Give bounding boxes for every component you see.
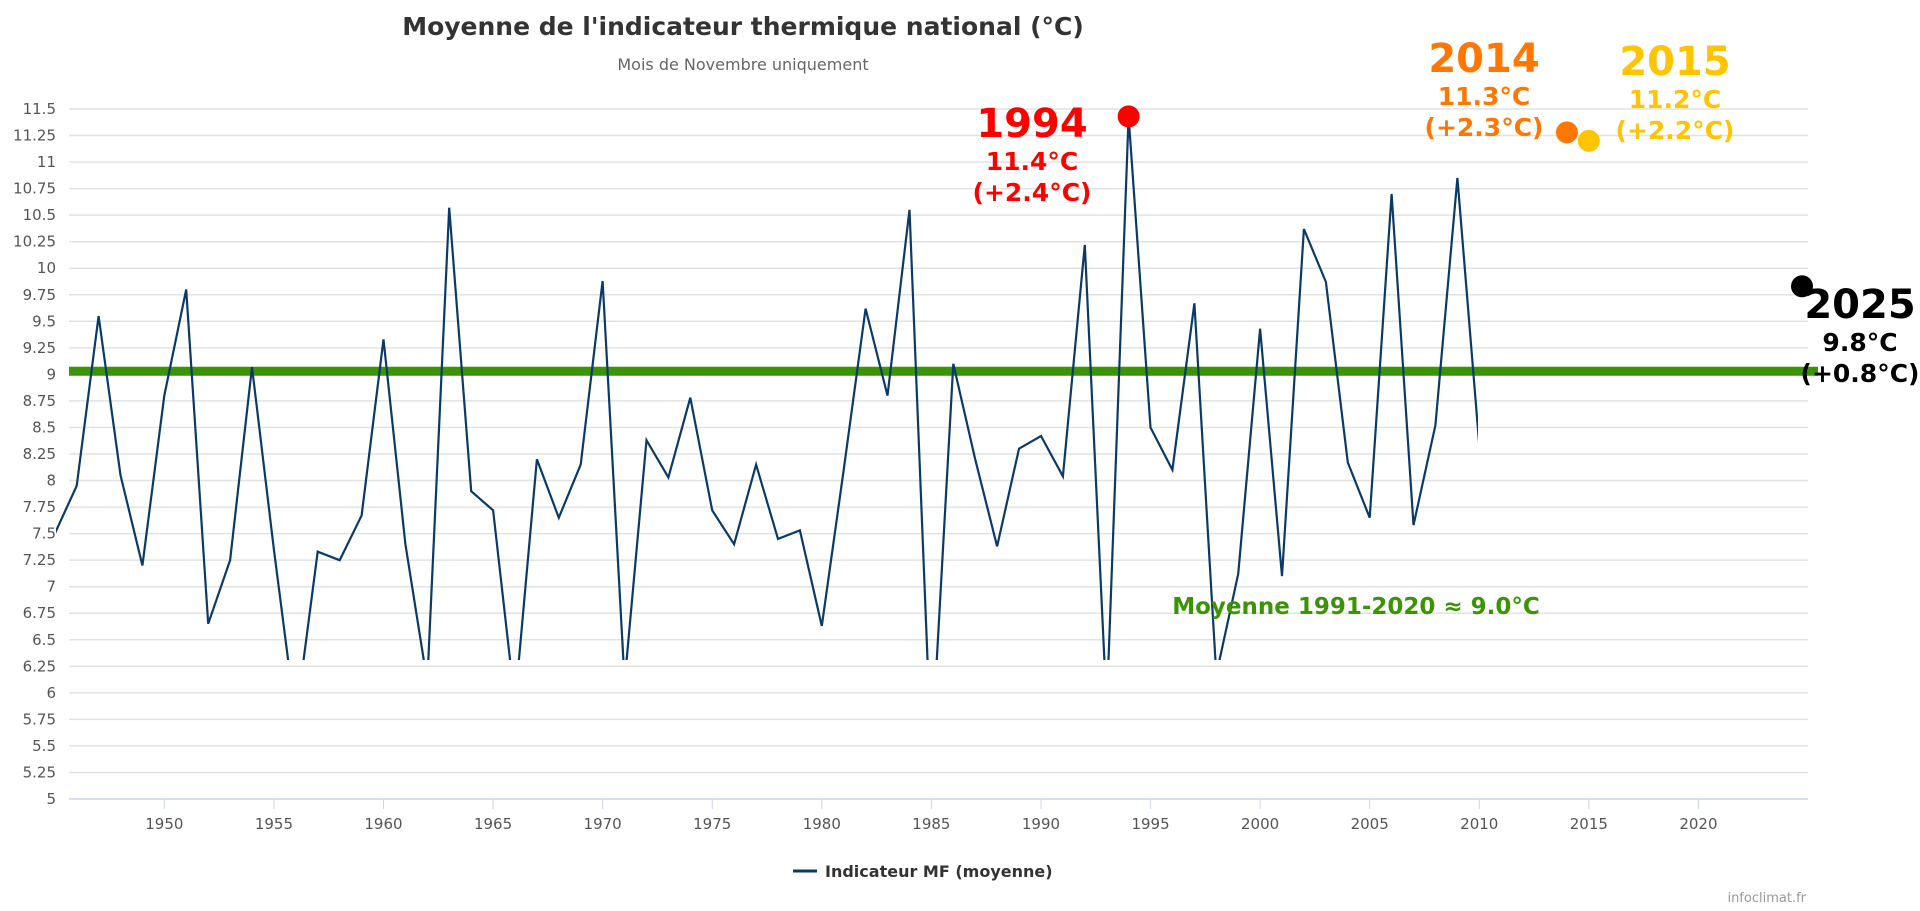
legend[interactable]: Indicateur MF (moyenne) bbox=[793, 862, 1053, 881]
annotation-temp: 11.4°C bbox=[986, 147, 1079, 176]
y-tick-label: 10.75 bbox=[13, 180, 56, 198]
y-tick-label: 10.25 bbox=[13, 233, 56, 251]
y-tick-label: 11.25 bbox=[13, 127, 56, 145]
y-tick-label: 8.5 bbox=[32, 418, 56, 436]
x-tick-label: 2010 bbox=[1460, 815, 1498, 833]
series-group bbox=[56, 116, 1478, 660]
x-tick-label: 2005 bbox=[1351, 815, 1389, 833]
annotation-year: 2014 bbox=[1428, 36, 1539, 82]
annotation-temp: 11.2°C bbox=[1629, 85, 1722, 114]
x-tick-label: 2020 bbox=[1679, 815, 1717, 833]
grid bbox=[69, 108, 1808, 800]
annotation-anomaly: (+2.4°C) bbox=[973, 178, 1092, 207]
x-tick-label: 1975 bbox=[693, 815, 731, 833]
y-tick-label: 7.25 bbox=[23, 551, 56, 569]
chart-subtitle: Mois de Novembre uniquement bbox=[617, 55, 868, 74]
chart-title: Moyenne de l'indicateur thermique nation… bbox=[402, 12, 1084, 41]
annotation-marker bbox=[1117, 105, 1140, 128]
y-tick-label: 5 bbox=[46, 790, 56, 808]
y-tick-label: 5.25 bbox=[23, 763, 56, 781]
y-tick-label: 7 bbox=[46, 578, 56, 596]
x-tick-label: 1970 bbox=[584, 815, 622, 833]
y-tick-label: 11.5 bbox=[23, 100, 56, 118]
y-tick-label: 8 bbox=[46, 472, 56, 490]
x-tick-label: 1950 bbox=[145, 815, 183, 833]
x-tick-label: 1960 bbox=[364, 815, 402, 833]
y-axis: 5 5.25 5.5 5.75 6 6.25 6.5 6.75 7 7.25 7.5 7.75 8 8.2… bbox=[13, 100, 56, 808]
annotation-marker bbox=[1577, 129, 1600, 152]
annotation-temp: 11.3°C bbox=[1438, 82, 1531, 111]
annotation-marker bbox=[1555, 121, 1578, 144]
y-tick-label: 6.75 bbox=[23, 604, 56, 622]
y-tick-label: 6.25 bbox=[23, 657, 56, 675]
reference-line-label: Moyenne 1991-2020 ≈ 9.0°C bbox=[1172, 594, 1540, 620]
annotation-anomaly: (+0.8°C) bbox=[1801, 359, 1920, 388]
y-tick-label: 6 bbox=[46, 684, 56, 702]
y-tick-label: 9 bbox=[46, 365, 56, 383]
series-line bbox=[56, 116, 1478, 660]
y-tick-label: 5.75 bbox=[23, 710, 56, 728]
y-tick-label: 9.25 bbox=[23, 339, 56, 357]
annotation-year: 2025 bbox=[1804, 282, 1915, 328]
x-axis: 1950 1955 1960 1965 1970 1975 1980 1985 1990 1995… bbox=[145, 799, 1718, 833]
y-tick-label: 8.25 bbox=[23, 445, 56, 463]
y-tick-label: 7.5 bbox=[32, 525, 56, 543]
credit[interactable]: infoclimat.fr bbox=[1727, 891, 1806, 906]
x-tick-label: 1985 bbox=[912, 815, 950, 833]
y-tick-label: 11 bbox=[37, 153, 56, 171]
y-tick-label: 10.5 bbox=[23, 206, 56, 224]
x-tick-label: 2000 bbox=[1241, 815, 1279, 833]
annotation-year: 1994 bbox=[976, 101, 1087, 147]
annotation-anomaly: (+2.3°C) bbox=[1425, 113, 1544, 142]
y-tick-label: 6.5 bbox=[32, 631, 56, 649]
y-tick-label: 9.75 bbox=[23, 286, 56, 304]
x-tick-label: 1995 bbox=[1131, 815, 1169, 833]
y-tick-label: 7.75 bbox=[23, 498, 56, 516]
legend-label: Indicateur MF (moyenne) bbox=[825, 862, 1053, 881]
y-tick-label: 9.5 bbox=[32, 312, 56, 330]
y-tick-label: 8.75 bbox=[23, 392, 56, 410]
y-tick-label: 5.5 bbox=[32, 737, 56, 755]
annotation-temp: 9.8°C bbox=[1822, 328, 1897, 357]
x-tick-label: 1990 bbox=[1022, 815, 1060, 833]
annotation-year: 2015 bbox=[1619, 39, 1730, 85]
x-tick-label: 1955 bbox=[255, 815, 293, 833]
x-tick-label: 1980 bbox=[803, 815, 841, 833]
annotation-anomaly: (+2.2°C) bbox=[1616, 116, 1735, 145]
x-tick-label: 1965 bbox=[474, 815, 512, 833]
x-tick-label: 2015 bbox=[1570, 815, 1608, 833]
y-tick-label: 10 bbox=[37, 259, 56, 277]
annotation-marker bbox=[1791, 275, 1813, 298]
